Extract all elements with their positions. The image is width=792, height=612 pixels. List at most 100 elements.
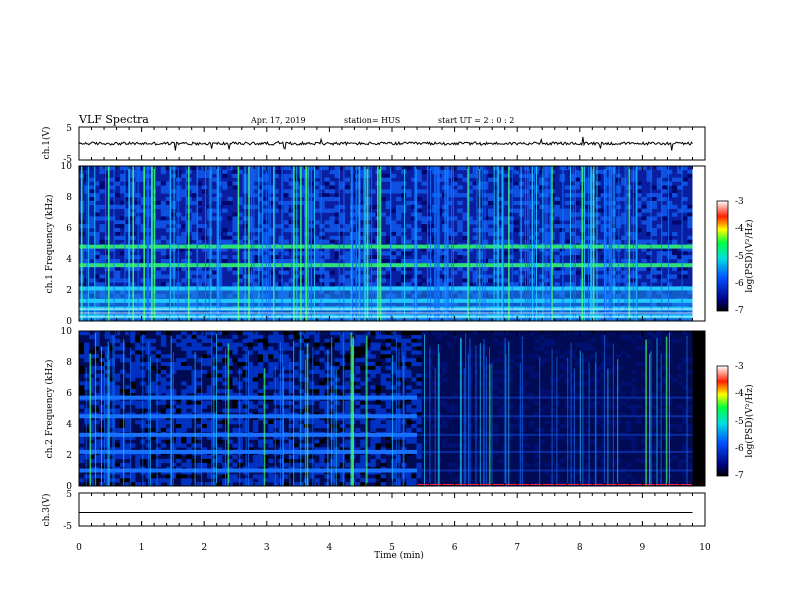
spec-texture-cell	[421, 278, 427, 283]
spec-texture-cell	[355, 185, 361, 190]
spec-sferic	[333, 366, 335, 486]
spec-texture-cell	[595, 185, 601, 190]
spec-texture-cell	[651, 200, 657, 206]
spec-texture-cell	[273, 393, 279, 398]
spec-texture-cell	[447, 278, 453, 283]
spec-texture-cell	[508, 216, 514, 221]
spec-texture-cell	[416, 404, 422, 409]
spec-texture-cell	[84, 427, 90, 433]
spec-texture-cell	[94, 354, 100, 359]
spec-texture-cell	[631, 393, 637, 398]
spec-texture-cell	[89, 420, 95, 425]
spec-texture-cell	[283, 400, 289, 405]
spec-texture-cell	[79, 365, 85, 371]
spec-texture-cell	[365, 342, 371, 347]
spec-sferic	[89, 353, 92, 486]
spec-texture-cell	[201, 358, 208, 363]
spec-texture-cell	[283, 458, 289, 464]
spec-texture-cell	[559, 365, 565, 371]
spec-texture-cell	[252, 331, 259, 336]
spec-texture-cell	[263, 342, 269, 347]
spec-texture-cell	[109, 482, 116, 487]
spec-texture-cell	[288, 208, 294, 213]
spec-texture-cell	[298, 416, 305, 421]
spec-texture-cell	[416, 282, 422, 287]
spec-texture-cell	[472, 369, 478, 374]
spec-texture-cell	[396, 212, 402, 217]
spec-texture-cell	[334, 455, 340, 460]
spec-sferic	[681, 166, 683, 321]
spec-texture-cell	[636, 458, 642, 464]
spec-texture-cell	[452, 181, 458, 186]
spec-band	[417, 469, 693, 472]
spec-texture-cell	[513, 247, 519, 252]
spec-sferic	[562, 166, 564, 321]
spec-texture-cell	[457, 193, 463, 198]
spec-texture-cell	[585, 381, 591, 386]
spec-texture-cell	[610, 282, 617, 287]
spec-texture-cell	[288, 385, 294, 390]
spec-sferic	[556, 356, 558, 486]
spec-texture-cell	[196, 470, 202, 475]
spec-texture-cell	[181, 266, 187, 271]
spec-texture-cell	[528, 369, 535, 374]
spec-texture-cell	[150, 216, 156, 221]
spec-texture-cell	[196, 424, 202, 429]
spec-texture-cell	[278, 239, 284, 244]
spec-texture-cell	[217, 358, 223, 363]
spec-texture-cell	[89, 200, 95, 206]
spec-texture-cell	[416, 169, 422, 175]
spec-texture-cell	[626, 396, 632, 402]
spec-texture-cell	[677, 177, 683, 182]
spec-texture-cell	[493, 239, 499, 244]
spec-texture-cell	[227, 181, 233, 186]
spec-texture-cell	[283, 173, 289, 178]
spec-texture-cell	[554, 274, 560, 279]
spec-texture-cell	[191, 474, 197, 479]
spec-texture-cell	[677, 381, 683, 386]
spec-texture-cell	[319, 235, 325, 240]
spec-texture-cell	[94, 439, 100, 444]
spec-texture-cell	[288, 373, 294, 378]
spec-texture-cell	[620, 334, 627, 340]
spec-texture-cell	[201, 270, 208, 275]
spec-texture-cell	[181, 193, 187, 198]
spec-texture-cell	[257, 393, 264, 398]
spec-texture-cell	[467, 216, 473, 221]
spec-texture-cell	[211, 439, 218, 444]
spec-texture-cell	[319, 247, 325, 252]
spec-texture-cell	[196, 173, 202, 178]
spec-texture-cell	[370, 239, 376, 244]
spec-sferic	[304, 359, 306, 486]
spec-texture-cell	[344, 334, 351, 340]
spec-texture-cell	[186, 455, 192, 460]
spec-texture-cell	[125, 251, 131, 256]
spec-texture-cell	[390, 435, 397, 440]
spec-texture-cell	[232, 381, 238, 386]
spec-texture-cell	[559, 212, 565, 217]
spec-sferic	[335, 369, 337, 486]
spec-texture-cell	[160, 338, 167, 343]
spec-texture-cell	[303, 377, 310, 382]
spec-texture-cell	[595, 381, 601, 386]
spec-texture-cell	[165, 259, 172, 264]
spec-texture-cell	[488, 193, 494, 198]
spec-texture-cell	[268, 439, 274, 444]
spec-sferic	[435, 166, 437, 321]
spec-texture-cell	[263, 354, 269, 359]
spec-texture-cell	[278, 458, 284, 464]
spec-texture-cell	[636, 200, 642, 206]
spec-sferic	[468, 166, 470, 321]
spec-texture-cell	[257, 189, 264, 194]
spec-texture-cell	[119, 173, 126, 178]
spec-texture-cell	[165, 393, 172, 398]
spec-texture-cell	[569, 474, 576, 479]
spec-texture-cell	[145, 338, 151, 343]
spec-texture-cell	[160, 166, 167, 171]
spec-texture-cell	[155, 435, 162, 440]
spec-texture-cell	[431, 331, 438, 336]
spec-texture-cell	[196, 197, 202, 202]
spec-texture-cell	[411, 424, 417, 429]
spec-texture-cell	[211, 189, 218, 194]
spec-texture-cell	[314, 478, 320, 483]
